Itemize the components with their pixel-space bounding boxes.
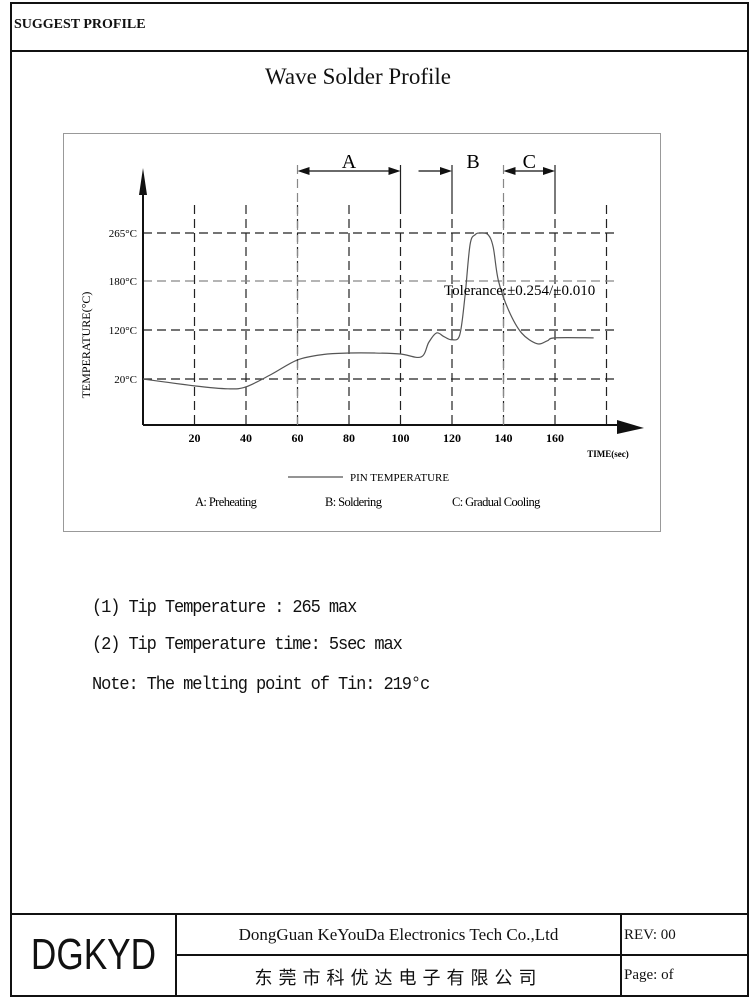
- arrow-right-icon: [388, 167, 401, 175]
- note-tip-time: (2) Tip Temperature time: 5sec max: [92, 634, 403, 655]
- pin-temperature-line: [142, 232, 594, 390]
- footer-divider: [175, 954, 749, 956]
- wave-solder-chart: 20°C 120°C 180°C 265°C 20 40 60 80 100 120 140 160 T…: [79, 151, 644, 509]
- region-label: B: [466, 151, 479, 173]
- x-tick-label: 80: [343, 431, 355, 445]
- company-logo: DGKYD: [30, 930, 157, 979]
- legend-label: PIN TEMPERATURE: [350, 472, 449, 484]
- tolerance-annotation: Tolerance:±0.254/±0.010: [444, 283, 595, 299]
- x-axis-label: TIME(sec): [587, 449, 629, 459]
- y-tick-label: 120°C: [109, 325, 137, 337]
- arrow-left-icon: [503, 167, 516, 175]
- arrow-right-icon: [543, 167, 555, 175]
- revision: REV: 00: [624, 927, 676, 943]
- y-axis-label: TEMPERATURE(°C): [79, 292, 93, 399]
- header-bar: [10, 2, 749, 52]
- x-tick-label: 20: [189, 431, 201, 445]
- y-tick-label: 20°C: [114, 374, 137, 386]
- x-tick-label: 140: [495, 431, 513, 445]
- page-title: Wave Solder Profile: [265, 64, 451, 89]
- page-number: Page: of: [624, 967, 674, 983]
- legend-region: A: Preheating: [195, 495, 258, 509]
- company-name-cn: 东莞市科优达电子有限公司: [254, 968, 543, 989]
- x-tick-label: 40: [240, 431, 252, 445]
- arrow-right-icon: [440, 167, 452, 175]
- y-tick-label: 265°C: [109, 228, 137, 240]
- x-tick-label: 100: [392, 431, 410, 445]
- page-frame: [10, 2, 749, 997]
- x-tick-label: 120: [443, 431, 461, 445]
- footer-block: [10, 913, 749, 997]
- legend-region: C: Gradual Cooling: [452, 495, 541, 509]
- y-tick-label: 180°C: [109, 276, 137, 288]
- y-axis-arrow-icon: [139, 168, 147, 195]
- x-tick-label: 60: [292, 431, 304, 445]
- note-melting-point: Note: The melting point of Tin: 219°c: [92, 674, 430, 695]
- arrow-left-icon: [297, 167, 310, 175]
- legend-region: B: Soldering: [325, 495, 383, 509]
- note-tip-temperature: (1) Tip Temperature : 265 max: [92, 597, 357, 618]
- region-label: C: [523, 151, 536, 173]
- company-name-en: DongGuan KeYouDa Electronics Tech Co.,Lt…: [238, 925, 559, 944]
- header-label: SUGGEST PROFILE: [14, 17, 146, 32]
- region-label: A: [342, 151, 357, 173]
- x-tick-label: 160: [546, 431, 564, 445]
- x-axis-arrow-icon: [617, 420, 644, 434]
- chart-box: [63, 133, 661, 532]
